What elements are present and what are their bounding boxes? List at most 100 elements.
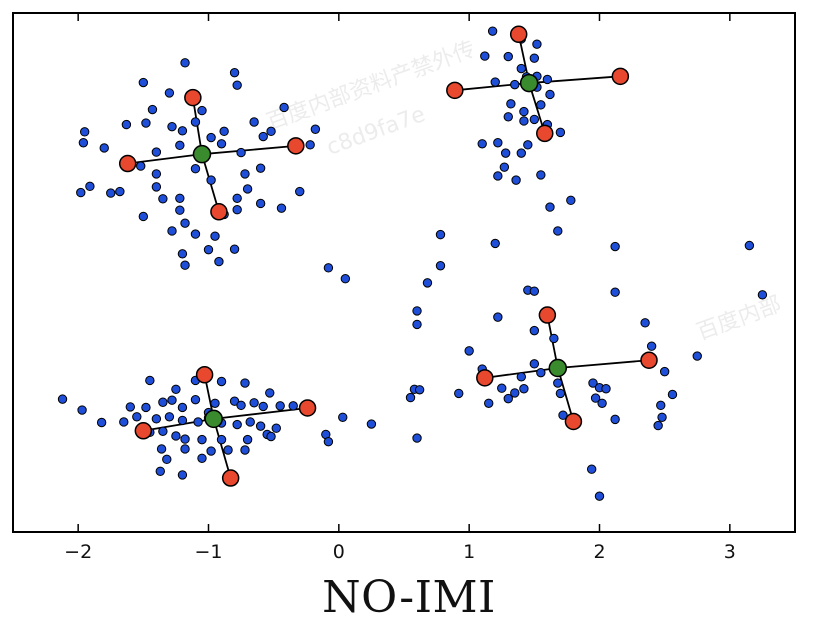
data-point (566, 195, 576, 206)
data-point (57, 394, 68, 404)
data-point (171, 384, 181, 394)
data-point (258, 401, 268, 412)
data-point (659, 366, 670, 377)
data-point (216, 376, 227, 387)
centroid-marker (548, 358, 568, 378)
data-point (493, 171, 503, 181)
data-point (145, 375, 155, 386)
data-point (151, 169, 162, 179)
data-point (640, 318, 650, 328)
data-point (214, 256, 224, 267)
codeword-line (556, 367, 575, 422)
data-point (610, 414, 620, 425)
data-point (484, 398, 494, 408)
data-point (175, 140, 185, 151)
data-point (175, 205, 185, 215)
data-point (232, 80, 242, 90)
centroid-marker (192, 144, 212, 164)
plot-frame (12, 12, 796, 533)
data-point (493, 312, 503, 322)
codeword-marker (509, 25, 528, 44)
data-point (477, 139, 487, 149)
data-point (229, 396, 240, 406)
data-point (545, 89, 555, 100)
data-point (193, 417, 203, 427)
data-point (76, 187, 86, 198)
data-point (232, 205, 242, 215)
data-point (177, 249, 188, 259)
data-point (79, 127, 90, 137)
data-point (177, 470, 188, 480)
data-point (493, 138, 503, 148)
data-point (464, 346, 474, 356)
centroid-marker (204, 409, 223, 429)
data-point (177, 126, 188, 136)
data-point (435, 261, 446, 271)
codeword-line (201, 144, 296, 156)
data-point (203, 244, 214, 255)
data-point (242, 184, 253, 194)
data-points (57, 26, 768, 501)
data-point (529, 114, 540, 125)
codeword-marker (118, 154, 137, 173)
codeword-line (557, 359, 650, 369)
data-point (340, 274, 351, 284)
data-point (405, 392, 416, 403)
data-point (167, 395, 177, 405)
data-point (757, 290, 768, 300)
data-point (240, 169, 250, 179)
codeword-marker (564, 412, 583, 431)
data-point (180, 260, 190, 270)
centroid-markers (118, 25, 658, 487)
data-point (553, 378, 563, 388)
data-point (510, 388, 520, 398)
data-point (190, 117, 201, 127)
data-point (288, 401, 298, 411)
codeword-marker (287, 137, 305, 155)
data-point (519, 116, 529, 126)
data-point (232, 419, 242, 430)
data-point (255, 421, 266, 431)
data-point (180, 434, 190, 444)
data-point (510, 79, 520, 90)
data-point (323, 436, 334, 447)
data-point (177, 402, 188, 413)
data-point (490, 238, 500, 249)
data-point (171, 431, 181, 441)
data-point (190, 229, 201, 239)
data-point (210, 398, 220, 408)
data-point (121, 119, 132, 130)
data-point (422, 278, 433, 288)
data-point (96, 417, 107, 428)
data-point (610, 287, 620, 297)
data-point (487, 26, 498, 36)
data-point (255, 198, 266, 209)
data-point (164, 412, 175, 422)
data-point (216, 434, 227, 445)
data-point (141, 402, 151, 413)
data-point (156, 444, 167, 454)
data-point (85, 181, 95, 192)
data-point (511, 175, 521, 185)
codeword-marker (221, 469, 240, 487)
codeword-marker (134, 422, 153, 440)
data-point (138, 77, 149, 88)
data-point (265, 388, 275, 398)
data-point (77, 405, 87, 415)
data-point (236, 400, 246, 411)
data-point (158, 397, 168, 407)
data-point (323, 263, 334, 273)
data-point (610, 241, 620, 252)
data-point (180, 444, 190, 454)
data-point (536, 170, 546, 180)
data-point (164, 88, 175, 98)
data-point (646, 341, 657, 351)
data-point (219, 126, 229, 137)
data-point (106, 188, 116, 198)
data-point (555, 127, 566, 138)
data-point (594, 491, 605, 501)
data-point (516, 148, 526, 158)
data-point (692, 351, 702, 361)
data-point (210, 231, 220, 241)
